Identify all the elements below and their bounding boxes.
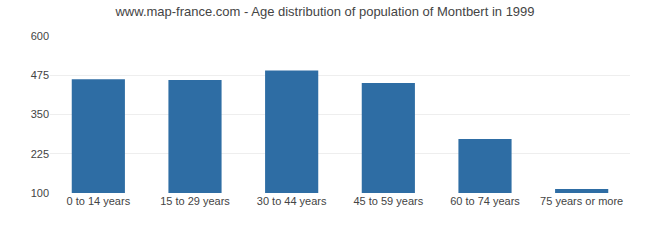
svg-text:60 to 74 years: 60 to 74 years bbox=[450, 195, 520, 207]
svg-text:100: 100 bbox=[31, 187, 49, 199]
svg-text:45 to 59 years: 45 to 59 years bbox=[353, 195, 423, 207]
svg-text:www.map-france.com - Age distr: www.map-france.com - Age distribution of… bbox=[114, 4, 534, 19]
svg-text:600: 600 bbox=[31, 30, 49, 42]
svg-text:475: 475 bbox=[31, 69, 49, 81]
svg-text:225: 225 bbox=[31, 148, 49, 160]
svg-text:350: 350 bbox=[31, 108, 49, 120]
svg-text:30 to 44 years: 30 to 44 years bbox=[257, 195, 327, 207]
svg-text:15 to 29 years: 15 to 29 years bbox=[160, 195, 230, 207]
svg-text:0 to 14 years: 0 to 14 years bbox=[67, 195, 131, 207]
svg-text:75 years or more: 75 years or more bbox=[540, 195, 623, 207]
